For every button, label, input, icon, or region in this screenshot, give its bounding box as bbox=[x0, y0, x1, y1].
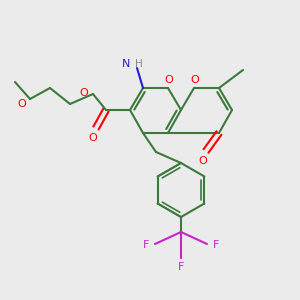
Text: F: F bbox=[213, 240, 219, 250]
Text: O: O bbox=[199, 156, 207, 166]
Text: O: O bbox=[88, 133, 98, 143]
Text: O: O bbox=[165, 75, 173, 85]
Text: N: N bbox=[122, 59, 130, 69]
Text: H: H bbox=[135, 59, 143, 69]
Text: F: F bbox=[178, 262, 184, 272]
Text: O: O bbox=[80, 88, 88, 98]
Text: O: O bbox=[190, 75, 200, 85]
Text: O: O bbox=[18, 99, 26, 109]
Text: F: F bbox=[143, 240, 149, 250]
